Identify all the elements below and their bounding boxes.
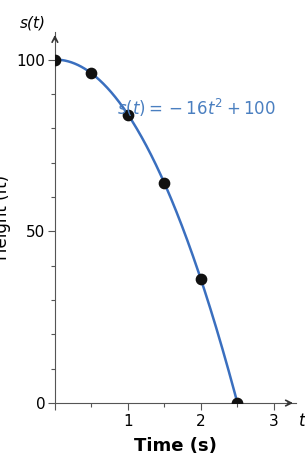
Y-axis label: Height (ft): Height (ft) — [0, 175, 11, 260]
Text: $s(t) = -16t^2 + 100$: $s(t) = -16t^2 + 100$ — [117, 97, 276, 119]
X-axis label: Time (s): Time (s) — [134, 437, 217, 456]
Text: t: t — [299, 412, 305, 430]
Point — [162, 180, 167, 187]
Point — [199, 276, 203, 283]
Point — [52, 56, 57, 63]
Text: s(t): s(t) — [20, 15, 46, 30]
Point — [235, 399, 240, 407]
Point — [125, 111, 130, 118]
Point — [89, 70, 94, 77]
